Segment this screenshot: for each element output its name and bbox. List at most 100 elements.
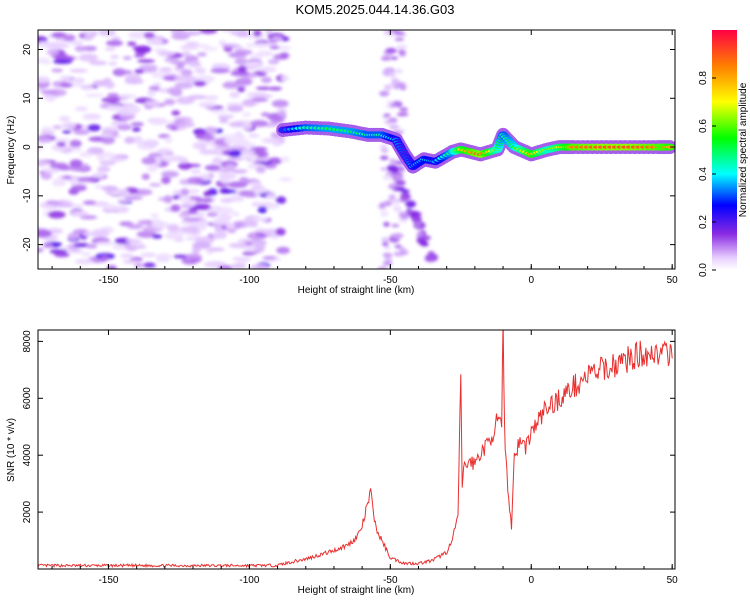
noise-blob xyxy=(107,93,119,98)
noise-blob xyxy=(253,182,263,187)
noise-blob xyxy=(118,93,137,99)
noise-blob xyxy=(196,44,210,48)
noise-blob xyxy=(250,263,269,269)
spectrogram-y-ticks: 20 10 0 -10 -20 xyxy=(22,44,675,252)
noise-blob xyxy=(52,59,73,65)
spectrogram-ridge-layer xyxy=(276,120,675,174)
noise-blob xyxy=(399,247,407,252)
y-tick-label: -20 xyxy=(22,237,33,252)
noise-blob xyxy=(391,223,400,228)
noise-blob xyxy=(133,53,145,58)
noise-blob xyxy=(128,105,141,114)
noise-blob xyxy=(42,168,60,174)
noise-blob xyxy=(118,124,129,129)
noise-blob xyxy=(46,49,59,56)
spectrogram-noise-layer xyxy=(38,30,439,269)
noise-blob xyxy=(383,221,390,227)
noise-blob xyxy=(98,30,117,37)
noise-blob xyxy=(203,190,213,197)
noise-blob xyxy=(100,133,113,138)
noise-blob xyxy=(181,50,191,58)
noise-blob xyxy=(73,77,85,83)
noise-blob xyxy=(38,161,51,166)
noise-blob xyxy=(424,255,437,263)
noise-blob xyxy=(279,177,293,182)
noise-blob xyxy=(390,56,399,60)
noise-blob xyxy=(280,36,290,42)
noise-blob xyxy=(132,45,147,52)
noise-blob xyxy=(69,178,79,184)
noise-blob xyxy=(120,253,134,259)
noise-blob xyxy=(74,45,86,52)
noise-blob xyxy=(206,212,219,217)
noise-blob xyxy=(74,258,94,265)
snr-x-ticks: -150 -100 -50 0 50 xyxy=(51,330,678,586)
noise-blob xyxy=(170,30,185,34)
x-tick-label: -50 xyxy=(383,275,398,286)
noise-blob xyxy=(141,139,160,148)
noise-blob xyxy=(134,137,143,145)
noise-blob xyxy=(242,99,256,107)
noise-blob xyxy=(38,247,44,253)
noise-blob xyxy=(227,228,237,234)
noise-blob xyxy=(100,255,109,262)
colorbar-label: Normalized spectral amplitude xyxy=(738,82,749,217)
noise-blob xyxy=(173,75,192,81)
noise-blob xyxy=(38,229,52,238)
figure-title: KOM5.2025.044.14.36.G03 xyxy=(295,2,455,17)
noise-blob xyxy=(104,81,115,89)
noise-blob xyxy=(153,82,162,87)
x-tick-label: -100 xyxy=(239,275,259,286)
noise-blob xyxy=(181,69,193,77)
noise-blob xyxy=(204,165,221,171)
noise-blob xyxy=(280,156,290,163)
noise-blob xyxy=(132,127,141,132)
noise-blob xyxy=(73,129,90,135)
noise-blob xyxy=(69,159,83,168)
noise-blob xyxy=(254,201,263,208)
noise-blob xyxy=(71,145,82,152)
noise-blob xyxy=(190,60,200,66)
noise-blob xyxy=(106,265,117,269)
noise-blob xyxy=(275,196,287,205)
noise-blob xyxy=(96,154,105,161)
noise-blob xyxy=(208,247,225,252)
noise-blob xyxy=(51,178,67,187)
noise-blob xyxy=(179,226,199,232)
noise-blob xyxy=(78,53,99,62)
noise-blob xyxy=(147,165,158,172)
noise-blob xyxy=(380,210,389,218)
noise-blob xyxy=(260,76,272,84)
noise-blob xyxy=(62,175,72,180)
y-tick-label: 2000 xyxy=(22,501,33,524)
noise-blob xyxy=(170,204,181,212)
y-tick-label: -10 xyxy=(22,188,33,203)
noise-blob xyxy=(278,110,287,118)
colorbar: 0.0 0.2 0.4 0.6 0.8 Normalized spectral ampl… xyxy=(698,30,749,277)
noise-blob xyxy=(235,77,253,86)
noise-blob xyxy=(222,81,239,89)
noise-blob xyxy=(240,149,256,154)
noise-blob xyxy=(164,231,184,240)
noise-blob xyxy=(241,142,256,148)
snr-series-line xyxy=(38,330,673,569)
noise-blob xyxy=(151,218,162,224)
noise-blob xyxy=(180,188,190,196)
noise-blob xyxy=(101,97,120,103)
noise-blob xyxy=(159,67,173,72)
noise-blob xyxy=(157,50,175,57)
noise-blob xyxy=(253,94,273,99)
noise-blob xyxy=(248,133,260,138)
noise-blob xyxy=(141,173,150,180)
noise-blob xyxy=(227,181,248,188)
noise-blob xyxy=(112,244,126,250)
noise-blob xyxy=(389,161,397,166)
noise-blob xyxy=(228,242,249,249)
noise-blob xyxy=(214,206,234,215)
noise-blob xyxy=(388,124,400,130)
noise-blob xyxy=(193,80,206,87)
noise-blob xyxy=(38,76,51,84)
noise-blob xyxy=(210,68,231,74)
snr-y-label: SNR (10 * v/v) xyxy=(6,418,17,482)
noise-blob xyxy=(255,166,266,174)
